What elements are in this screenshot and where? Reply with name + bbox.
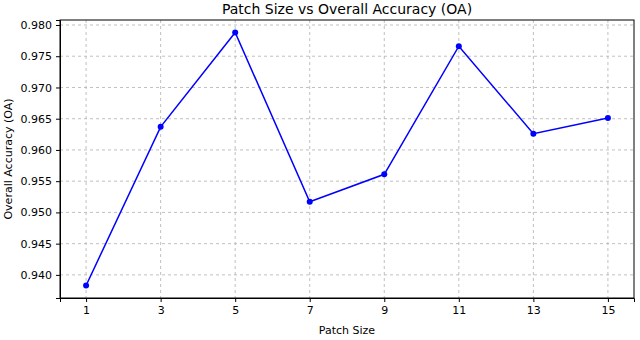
tick-mark [56, 25, 60, 26]
plot-frame [60, 20, 634, 298]
tick-label: 0.955 [21, 175, 53, 188]
tick-mark [235, 298, 236, 302]
tick-label: 0.965 [21, 113, 53, 126]
point [456, 43, 462, 49]
tick-mark [310, 298, 311, 302]
grid-line [533, 20, 534, 298]
tick-label: 5 [232, 304, 239, 317]
tick-label: 1 [83, 304, 90, 317]
tick-label: 0.950 [21, 206, 53, 219]
line [86, 32, 608, 285]
tick: 0.940 [21, 269, 61, 282]
tick-label: 7 [307, 304, 314, 317]
tick-label: 9 [381, 304, 388, 317]
grid-line [60, 24, 634, 25]
tick: 15 [601, 298, 615, 317]
tick-mark [459, 298, 460, 302]
axis-line [61, 299, 635, 303]
tick-mark [56, 244, 60, 245]
point [605, 115, 611, 121]
tick-label: 0.975 [21, 50, 53, 63]
tick: 0.945 [21, 238, 61, 251]
tick-mark [56, 275, 60, 276]
grid-line [86, 20, 87, 298]
grid-line [607, 20, 608, 298]
y-axis-title: Overall Accuracy (OA) [2, 98, 15, 219]
point [158, 124, 164, 130]
tick-mark [608, 298, 609, 302]
grid-line [384, 20, 385, 298]
tick-label: 0.980 [21, 19, 53, 32]
tick: 0.960 [21, 144, 61, 157]
grid-line [60, 243, 634, 244]
point [83, 283, 89, 289]
tick-mark [56, 181, 60, 182]
tick-label: 0.960 [21, 144, 53, 157]
tick: 11 [452, 298, 466, 317]
grid-line [60, 149, 634, 150]
tick: 5 [232, 298, 239, 317]
tick: 0.975 [21, 50, 61, 63]
tick: 7 [307, 298, 314, 317]
tick-label: 15 [601, 304, 615, 317]
tick: 0.970 [21, 81, 61, 94]
tick: 1 [83, 298, 90, 317]
point [307, 199, 313, 205]
tick-mark [56, 150, 60, 151]
tick-mark [384, 298, 385, 302]
tick: 0.965 [21, 113, 61, 126]
title: Patch Size vs Overall Accuracy (OA) [222, 1, 472, 17]
tick-mark [86, 298, 87, 302]
tick: 0.955 [21, 175, 61, 188]
tick-mark [56, 119, 60, 120]
tick: 13 [527, 298, 541, 317]
chart: 135791113150.9400.9450.9500.9550.9600.96… [0, 0, 640, 340]
grid-line [60, 56, 634, 57]
tick: 9 [381, 298, 388, 317]
tick-label: 0.945 [21, 238, 53, 251]
tick: 3 [158, 298, 165, 317]
series [83, 29, 611, 288]
x-axis-title: Patch Size [319, 324, 376, 337]
grid-line [309, 20, 310, 298]
tick-label: 0.940 [21, 269, 53, 282]
grid-line [235, 20, 236, 298]
grid-line [60, 181, 634, 182]
grid-line [160, 20, 161, 298]
x-axis: 13579111315 [61, 298, 635, 317]
tick: 0.980 [21, 19, 61, 32]
grid-line [60, 118, 634, 119]
tick-label: 0.970 [21, 81, 53, 94]
tick-mark [56, 87, 60, 88]
grid-line [60, 274, 634, 275]
grid-line [458, 20, 459, 298]
tick-label: 3 [158, 304, 165, 317]
tick-mark [56, 56, 60, 57]
tick-label: 11 [452, 304, 466, 317]
tick: 0.950 [21, 206, 61, 219]
grid-line [60, 212, 634, 213]
grid [60, 20, 634, 298]
tick-mark [161, 298, 162, 302]
point [232, 29, 238, 35]
plot: 135791113150.9400.9450.9500.9550.9600.96… [21, 19, 635, 317]
tick-mark [56, 212, 60, 213]
point [530, 131, 536, 137]
point [381, 171, 387, 177]
tick-label: 13 [527, 304, 541, 317]
grid-line [60, 87, 634, 88]
tick-mark [533, 298, 534, 302]
y-axis: 0.940 0.945 0.950 0.955 0.960 0.965 0.970 0.975… [21, 19, 61, 298]
